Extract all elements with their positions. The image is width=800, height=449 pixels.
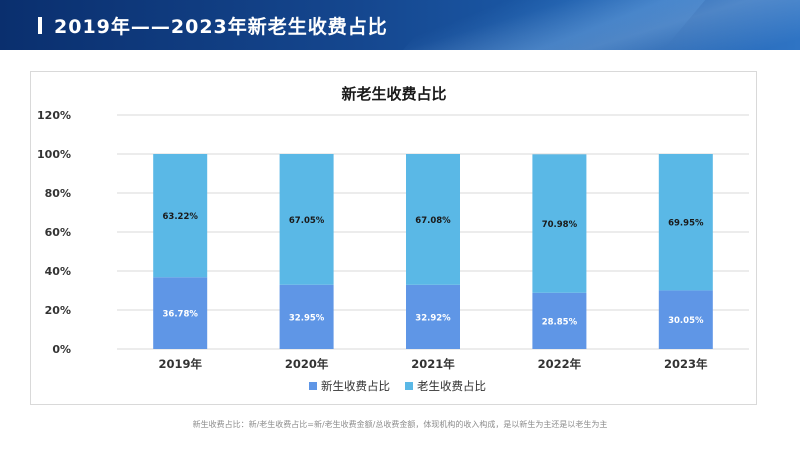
data-label: 32.92% [415,313,451,323]
data-label: 32.95% [289,313,325,323]
page-header: 2019年——2023年新老生收费占比 [0,0,800,50]
header-accent-bar [38,17,42,34]
data-label: 67.05% [289,216,325,226]
y-tick-label: 100% [37,148,71,161]
data-label: 67.08% [415,216,451,226]
bar-new-student [279,284,334,349]
data-label: 36.78% [162,310,198,320]
y-tick-label: 20% [45,304,71,317]
bar-old-student [532,154,587,293]
footnote: 新生收费占比：新/老生收费占比=新/老生收费金额/总收费金额，体现机构的收入构成… [192,420,608,429]
bar-new-student [153,277,208,349]
page-title: 2019年——2023年新老生收费占比 [54,16,388,38]
bar-new-student [532,292,587,349]
bar-new-student [658,290,713,349]
x-tick-label: 2021年 [411,357,455,371]
bar-old-student [153,154,208,278]
chart-title: 新老生收费占比 [341,85,446,103]
x-tick-label: 2020年 [285,357,329,371]
legend-label: 新生收费占比 [321,379,390,393]
data-label: 63.22% [162,212,198,222]
chart-panel: 新老生收费占比 0% 20% 40% 60% 80% 100% 120% 36.78% 63.22… [30,71,757,405]
y-tick-label: 120% [37,109,71,122]
data-label: 28.85% [542,317,578,327]
data-label: 70.98% [542,220,578,230]
legend-label: 老生收费占比 [417,379,486,393]
bar-old-student [658,154,713,291]
x-tick-label: 2022年 [538,357,582,371]
y-tick-label: 40% [45,265,71,278]
bar-old-student [406,154,460,285]
data-label: 30.05% [668,316,704,326]
y-tick-label: 60% [45,226,71,239]
y-tick-label: 0% [52,343,71,356]
bar-old-student [279,154,334,285]
bar-new-student [406,284,460,349]
x-tick-label: 2019年 [158,357,202,371]
stacked-bar-chart: 新老生收费占比 0% 20% 40% 60% 80% 100% 120% 36.78% 63.22… [37,85,749,393]
x-tick-label: 2023年 [664,357,708,371]
data-label: 69.95% [668,219,704,229]
y-tick-label: 80% [45,187,71,200]
legend-swatch [309,382,317,390]
legend-swatch [405,382,413,390]
